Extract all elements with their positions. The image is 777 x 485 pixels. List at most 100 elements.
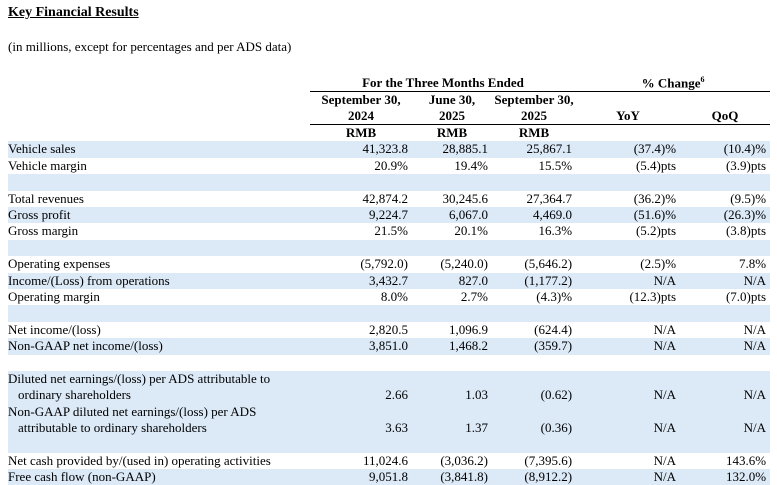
cell-value: (2.5)% bbox=[640, 256, 677, 272]
cell-value: (12.3)pts bbox=[629, 288, 677, 304]
cell-value: 15.5% bbox=[538, 157, 573, 173]
cell-value: 9,051.8 bbox=[310, 469, 412, 485]
row-label: Non-GAAP net income/(loss) bbox=[8, 338, 310, 355]
row-label: Income/(Loss) from operations bbox=[8, 272, 310, 289]
data-row: Free cash flow (non-GAAP) 9,051.8 (3,841.8… bbox=[8, 469, 771, 485]
cell-value: (5,240.0) bbox=[440, 256, 488, 272]
cell-value: 42,874.2 bbox=[362, 190, 409, 206]
cell-value: 6,067.0 bbox=[412, 206, 492, 224]
cell-value: 21.5% bbox=[374, 223, 408, 239]
cell-value: 25,867.1 bbox=[492, 141, 577, 158]
period: June 30, 2025 bbox=[412, 91, 492, 126]
cell-value: N/A bbox=[653, 321, 677, 337]
cell-value: (8,912.2) bbox=[492, 469, 577, 485]
currency: RMB bbox=[436, 125, 468, 141]
label-line: ordinary shareholders bbox=[18, 387, 131, 403]
period-label: For the Three Months Ended bbox=[310, 72, 577, 93]
header-row: For the Three Months Ended% Change6 bbox=[8, 72, 771, 93]
data-row: Gross profit 9,224.7 6,067.0 4,469.0 (51.6)%… bbox=[8, 206, 771, 224]
period-line: 2024 bbox=[348, 108, 374, 124]
cell-value: (7.0)pts bbox=[725, 288, 767, 304]
header-row: RMB RMB RMB bbox=[8, 125, 770, 142]
data-row: Non-GAAP net income/(loss) 3,851.0 1,468.2… bbox=[8, 338, 771, 355]
header-row: September 30, 2024 June 30, 2025 September 3… bbox=[8, 91, 771, 126]
row-label: Operating margin bbox=[8, 288, 100, 304]
cell-value: 3,432.7 bbox=[310, 272, 412, 289]
cell-value: N/A bbox=[680, 370, 771, 404]
cell-value: 28,885.1 bbox=[412, 141, 492, 158]
data-row: Income/(Loss) from operations 3,432.7 827.… bbox=[8, 272, 771, 289]
cell-value: (26.3)% bbox=[680, 206, 771, 224]
data-row: Operating expenses (5,792.0) (5,240.0) (5,6… bbox=[8, 256, 770, 272]
cell-value: 41,323.8 bbox=[310, 141, 412, 158]
row-label: Net income/(loss) bbox=[8, 321, 101, 337]
change: YoY bbox=[576, 91, 681, 126]
period-line: June 30, bbox=[428, 92, 476, 108]
row-label: Gross profit bbox=[8, 206, 310, 224]
cell-value: (624.4) bbox=[534, 321, 573, 337]
cell-value: (4.3)% bbox=[536, 288, 573, 304]
data-row: Net income/(loss) 2,820.5 1,096.9 (624.4) N/… bbox=[8, 322, 770, 338]
cell-value: 3,851.0 bbox=[310, 338, 412, 355]
cell-value: (3.9)pts bbox=[725, 157, 767, 173]
cell-value: 1.03 bbox=[412, 370, 492, 404]
cell-value: 20.1% bbox=[454, 223, 488, 239]
label-line: Non-GAAP diluted net earnings/(loss) per… bbox=[8, 403, 257, 419]
cell-value: 827.0 bbox=[412, 272, 492, 289]
cell-value: 1.37 bbox=[412, 403, 492, 437]
spacer-row bbox=[8, 174, 771, 191]
cell-value: 4,469.0 bbox=[492, 206, 577, 224]
cell-value: (51.6)% bbox=[576, 206, 681, 224]
currency: RMB bbox=[518, 125, 550, 141]
data-row: Operating margin 8.0% 2.7% (4.3)% (12.3)pts (… bbox=[8, 289, 770, 305]
cell-value: 11,024.6 bbox=[362, 452, 408, 468]
cell-value: 16.3% bbox=[538, 223, 573, 239]
cell-value: (9.5)% bbox=[730, 190, 767, 206]
cell-value: 1,468.2 bbox=[412, 338, 492, 355]
data-row: Non-GAAP diluted net earnings/(loss) per… bbox=[8, 403, 771, 437]
cell-value: 2,820.5 bbox=[369, 321, 408, 337]
cell-value: 30,245.6 bbox=[442, 190, 489, 206]
change: QoQ bbox=[680, 91, 771, 126]
spacer-row bbox=[8, 305, 771, 322]
cell-value: 8.0% bbox=[380, 288, 408, 304]
label-line: attributable to ordinary shareholders bbox=[18, 420, 207, 436]
cell-value: 132.0% bbox=[680, 469, 771, 485]
cell-value: (36.2)% bbox=[633, 190, 677, 206]
cell-value: (1,177.2) bbox=[492, 272, 577, 289]
change-label: % Change6 bbox=[576, 72, 771, 93]
cell-value: 20.9% bbox=[374, 157, 408, 173]
row-label: Vehicle sales bbox=[8, 141, 310, 158]
footnote: 6 bbox=[700, 75, 705, 84]
row-label: Net cash provided by/(used in) operating… bbox=[8, 452, 271, 468]
cell-value: (359.7) bbox=[492, 338, 577, 355]
spacer-row bbox=[8, 239, 771, 257]
change-text: % Change bbox=[641, 75, 701, 91]
spacer-row bbox=[8, 436, 771, 453]
data-row: Diluted net earnings/(loss) per ADS attr… bbox=[8, 370, 771, 404]
cell-value: 143.6% bbox=[725, 452, 767, 468]
cell-value: (5,792.0) bbox=[360, 256, 408, 272]
data-row: Gross margin 21.5% 20.1% 16.3% (5.2)pts (3.8)… bbox=[8, 223, 770, 239]
label-line: Diluted net earnings/(loss) per ADS attr… bbox=[8, 370, 271, 386]
cell-value: (5,646.2) bbox=[524, 256, 573, 272]
blank bbox=[576, 125, 770, 142]
cell-value: (10.4)% bbox=[680, 141, 771, 158]
data-row: Net cash provided by/(used in) operating… bbox=[8, 453, 770, 469]
spacer bbox=[8, 239, 771, 257]
cell-value: N/A bbox=[576, 403, 681, 437]
cell-value: 3.63 bbox=[310, 403, 412, 437]
subtitle: (in millions, except for percentages and… bbox=[8, 39, 292, 54]
row-label: Free cash flow (non-GAAP) bbox=[8, 469, 310, 485]
data-row: Vehicle margin 20.9% 19.4% 15.5% (5.4)pts (3.… bbox=[8, 158, 770, 174]
cell-value: N/A bbox=[576, 338, 681, 355]
cell-value: N/A bbox=[653, 452, 677, 468]
cell-value: 1,096.9 bbox=[449, 321, 488, 337]
cell-value: (5.2)pts bbox=[635, 223, 677, 239]
cell-value: 2.66 bbox=[310, 370, 412, 404]
currency: RMB bbox=[345, 125, 377, 141]
period-line: 2025 bbox=[439, 108, 465, 124]
cell-value: N/A bbox=[576, 272, 681, 289]
data-row: Vehicle sales 41,323.8 28,885.1 25,867.1 (37… bbox=[8, 141, 771, 158]
cell-value: (3,036.2) bbox=[440, 452, 488, 468]
